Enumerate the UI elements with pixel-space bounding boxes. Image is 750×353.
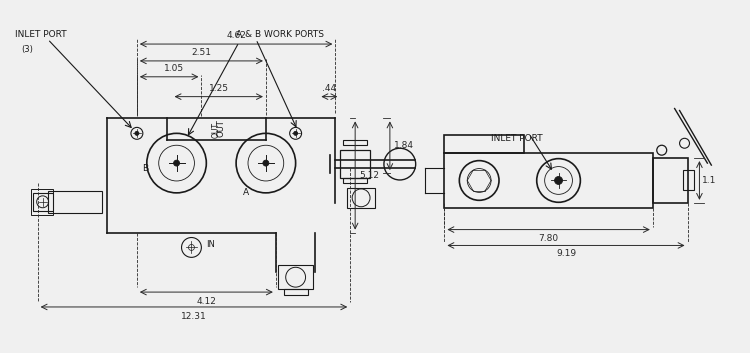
- Text: A & B WORK PORTS: A & B WORK PORTS: [236, 30, 324, 38]
- Circle shape: [173, 160, 179, 166]
- Text: .44: .44: [322, 84, 337, 93]
- Text: 2.51: 2.51: [191, 48, 211, 57]
- Bar: [682, 170, 694, 190]
- Bar: [31, 189, 52, 215]
- Circle shape: [135, 131, 139, 135]
- Bar: [652, 158, 688, 203]
- Bar: [344, 140, 367, 145]
- Bar: [344, 178, 367, 183]
- Text: A: A: [243, 189, 249, 197]
- Text: (3): (3): [21, 44, 33, 54]
- Circle shape: [294, 131, 298, 135]
- Circle shape: [263, 160, 268, 166]
- Text: 7.80: 7.80: [538, 234, 559, 243]
- Text: OUT: OUT: [211, 122, 220, 138]
- Bar: [278, 265, 314, 289]
- Bar: [33, 193, 53, 211]
- Text: INLET PORT: INLET PORT: [15, 30, 67, 38]
- Circle shape: [554, 176, 562, 184]
- Bar: [284, 289, 308, 295]
- Text: 1.25: 1.25: [209, 84, 229, 93]
- Bar: [445, 135, 524, 153]
- Text: 4.62: 4.62: [226, 31, 246, 40]
- Text: IN: IN: [206, 240, 215, 249]
- Text: 9.19: 9.19: [556, 250, 576, 258]
- Text: OUT: OUT: [217, 120, 226, 137]
- Text: 4.12: 4.12: [196, 297, 216, 306]
- Bar: [340, 150, 370, 178]
- Text: B: B: [142, 163, 148, 173]
- Text: 1.1: 1.1: [703, 176, 717, 185]
- Text: 12.31: 12.31: [181, 312, 207, 321]
- Text: INLET PORT: INLET PORT: [491, 134, 543, 143]
- Bar: [47, 191, 102, 213]
- Bar: [347, 188, 375, 208]
- Text: 1.84: 1.84: [394, 141, 414, 150]
- Bar: [445, 153, 652, 208]
- Text: 1.05: 1.05: [164, 64, 184, 73]
- Text: 5.12: 5.12: [359, 171, 380, 180]
